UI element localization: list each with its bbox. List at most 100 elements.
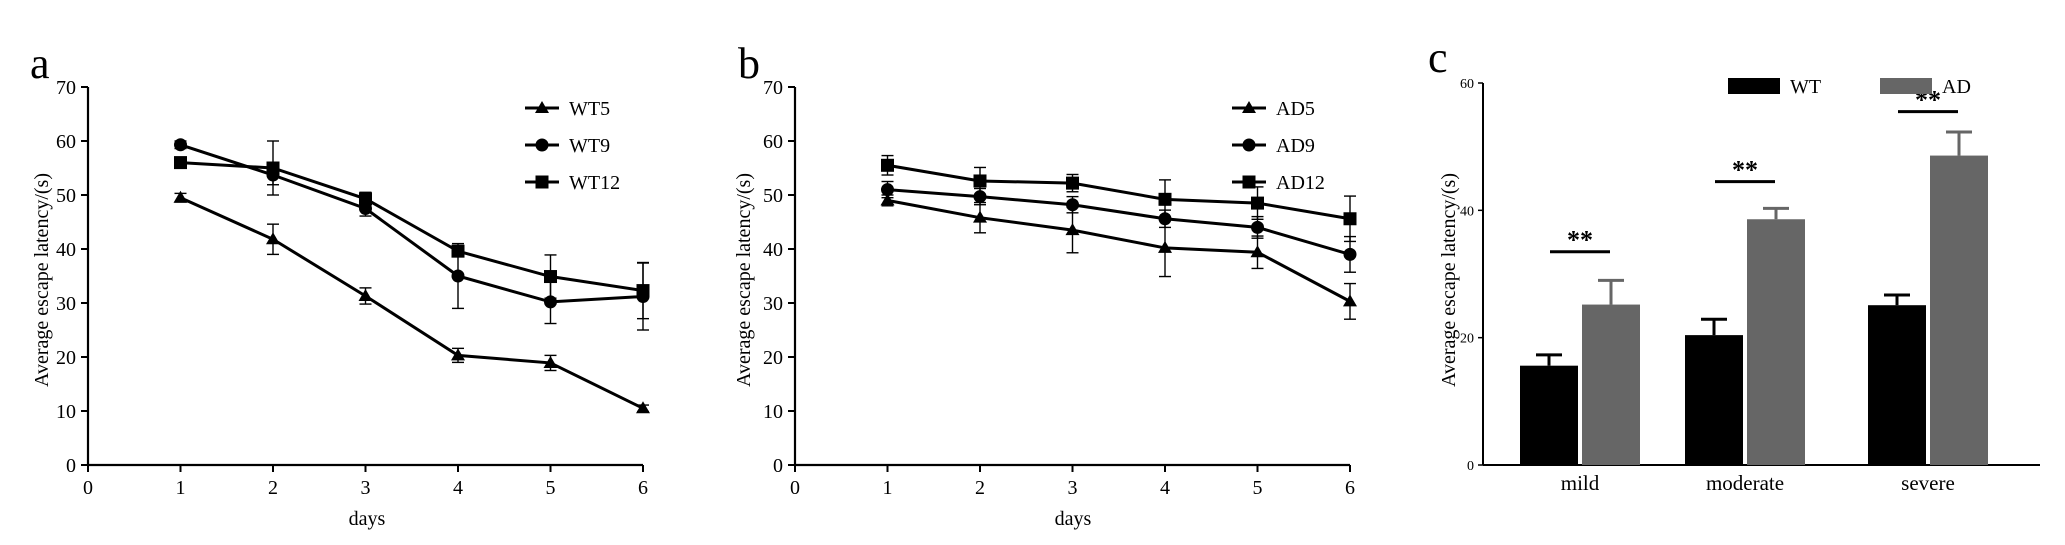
x-tick-label: 6 xyxy=(638,477,648,499)
y-tick-label: 40 xyxy=(763,239,783,261)
data-point xyxy=(1066,176,1079,190)
data-point xyxy=(1158,240,1172,253)
data-point xyxy=(1065,223,1080,236)
legend-item-WT5: WT5 xyxy=(525,98,610,120)
legend-swatch xyxy=(1880,78,1932,94)
panel-b-line-chart: b Average escape latency/(s) days 010203… xyxy=(733,39,1357,530)
bar-AD-severe xyxy=(1930,130,1988,465)
data-point xyxy=(881,158,894,172)
legend-marker xyxy=(1242,175,1256,189)
y-tick-label: 20 xyxy=(763,347,783,369)
series-AD9 xyxy=(881,180,1357,273)
y-tick-label: 60 xyxy=(763,131,783,153)
data-point xyxy=(973,190,987,204)
data-point xyxy=(1158,192,1172,206)
legend-item-AD9: AD9 xyxy=(1232,135,1315,157)
y-tick-label: 0 xyxy=(773,455,783,477)
x-tick-label: 3 xyxy=(361,477,371,499)
series-line xyxy=(887,188,1351,256)
series-line xyxy=(180,161,644,293)
legend-item-WT9: WT9 xyxy=(525,135,610,157)
data-point xyxy=(266,161,280,175)
panel-a-letter: a xyxy=(30,39,50,88)
data-point xyxy=(174,138,187,152)
data-point xyxy=(1343,247,1357,261)
significance-label: ** xyxy=(1567,226,1593,255)
y-tick-label: 40 xyxy=(1460,204,1474,219)
data-point xyxy=(881,183,894,197)
legend-marker xyxy=(1242,101,1256,113)
series-WT5 xyxy=(173,190,650,414)
bar xyxy=(1868,305,1926,465)
data-point xyxy=(174,156,187,170)
data-point xyxy=(1251,220,1264,234)
x-tick-label: 1 xyxy=(176,477,186,499)
data-point xyxy=(359,192,372,206)
bar xyxy=(1930,155,1988,465)
data-point xyxy=(636,284,650,298)
panel-b-y-axis-title: Average escape latency/(s) xyxy=(733,173,755,387)
bar-WT-mild xyxy=(1520,353,1578,465)
data-point xyxy=(880,193,895,206)
y-tick-label: 50 xyxy=(763,185,783,207)
legend-marker xyxy=(1242,138,1256,152)
x-tick-label: 2 xyxy=(975,477,985,499)
legend-marker xyxy=(535,175,549,189)
y-tick-label: 30 xyxy=(56,293,76,315)
bar xyxy=(1747,219,1805,465)
data-point xyxy=(636,401,650,414)
x-tick-label: 4 xyxy=(1160,477,1170,499)
panel-b-x-axis-title: days xyxy=(1055,508,1092,530)
legend-item-AD12: AD12 xyxy=(1232,172,1325,194)
y-tick-label: 50 xyxy=(56,185,76,207)
bar xyxy=(1685,335,1743,465)
y-tick-label: 40 xyxy=(56,239,76,261)
y-tick-label: 70 xyxy=(763,77,783,99)
category-label: severe xyxy=(1901,471,1955,495)
bar-AD-moderate xyxy=(1747,206,1805,465)
legend-item-WT: WT xyxy=(1728,76,1821,98)
series-line xyxy=(180,143,644,304)
bar-WT-moderate xyxy=(1685,317,1743,465)
bar-AD-mild xyxy=(1582,278,1640,465)
legend-label: AD5 xyxy=(1276,98,1315,120)
data-point xyxy=(451,348,465,361)
legend-marker xyxy=(535,138,549,152)
data-point xyxy=(973,210,987,223)
data-point xyxy=(973,174,987,188)
panel-c-bar-chart: c Average escape latency/(s) 0 20 40 60 mild… xyxy=(1428,33,2040,495)
data-point xyxy=(543,355,558,368)
legend-label: WT12 xyxy=(569,172,620,194)
data-point xyxy=(358,288,373,301)
data-point xyxy=(1066,198,1079,212)
series-WT12 xyxy=(174,140,650,320)
legend-item-AD: AD xyxy=(1880,76,1971,98)
data-point xyxy=(544,270,557,284)
y-tick-label: 10 xyxy=(763,401,783,423)
x-tick-label: 5 xyxy=(546,477,556,499)
x-tick-label: 0 xyxy=(790,477,800,499)
legend-label: WT9 xyxy=(569,135,610,157)
panel-a-y-axis-title: Average escape latency/(s) xyxy=(31,173,53,387)
data-point xyxy=(1250,245,1265,258)
y-tick-label: 20 xyxy=(56,347,76,369)
x-tick-label: 3 xyxy=(1068,477,1078,499)
category-label: moderate xyxy=(1706,471,1784,495)
data-point xyxy=(1251,196,1264,210)
panel-a-line-chart: a Average escape latency/(s) days 0 10 20 3… xyxy=(30,39,650,530)
category-label: mild xyxy=(1561,471,1600,495)
data-point xyxy=(451,244,465,258)
bar xyxy=(1582,304,1640,465)
legend-item-AD5: AD5 xyxy=(1232,98,1315,120)
panel-a-x-axis-title: days xyxy=(349,508,386,530)
panel-c-y-axis-title: Average escape latency/(s) xyxy=(1438,173,1460,387)
bar xyxy=(1520,365,1578,465)
series-AD5 xyxy=(880,193,1357,320)
x-tick-label: 0 xyxy=(83,477,93,499)
y-tick-label: 10 xyxy=(56,401,76,423)
data-point xyxy=(1343,294,1357,307)
legend-item-WT12: WT12 xyxy=(525,172,620,194)
x-tick-label: 5 xyxy=(1253,477,1263,499)
bar-WT-severe xyxy=(1868,293,1926,465)
